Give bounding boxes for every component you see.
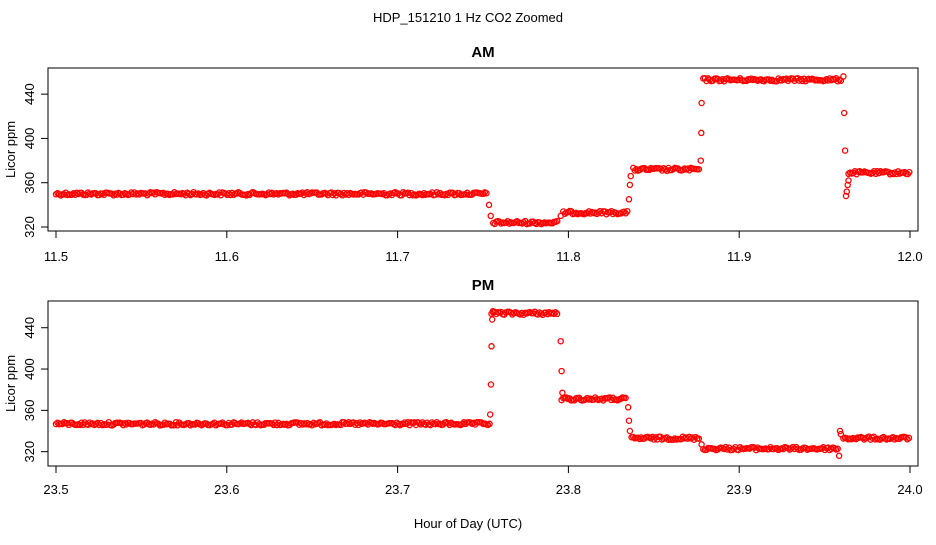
data-point	[441, 191, 449, 199]
x-tick-label: 23.8	[556, 482, 581, 497]
x-tick-label: 12.0	[897, 249, 922, 264]
data-point	[552, 309, 559, 316]
data-point	[625, 196, 633, 203]
x-tick-label: 23.5	[43, 482, 68, 497]
data-point	[840, 109, 848, 117]
x-tick-label: 11.6	[215, 249, 239, 264]
data-point	[625, 417, 633, 424]
data-point	[627, 172, 634, 180]
data-point	[843, 188, 851, 195]
data-point	[698, 441, 705, 448]
data-point	[834, 445, 841, 453]
data-points	[52, 73, 913, 228]
data-point	[401, 419, 409, 426]
data-point	[487, 212, 494, 220]
data-point	[483, 189, 490, 197]
data-point	[557, 212, 564, 220]
x-tick-label: 11.9	[727, 249, 751, 264]
data-point	[110, 192, 117, 199]
data-point	[624, 207, 631, 215]
x-tick-label: 11.5	[44, 249, 68, 264]
data-point	[553, 217, 561, 225]
data-point	[906, 168, 913, 176]
plot-frame	[47, 300, 919, 467]
data-point	[890, 170, 897, 178]
data-point	[488, 343, 495, 350]
x-tick-label: 24.0	[897, 482, 922, 497]
data-point	[622, 394, 629, 402]
data-point	[557, 337, 564, 345]
data-point	[904, 436, 911, 443]
data-point	[835, 452, 843, 460]
data-point	[842, 192, 850, 200]
data-point	[620, 208, 628, 215]
data-point	[695, 165, 703, 173]
data-point	[486, 411, 494, 418]
y-tick-label: 320	[22, 441, 37, 463]
panel-title: AM	[471, 44, 494, 61]
x-tick-label: 11.8	[556, 249, 580, 264]
data-point	[487, 381, 495, 388]
y-tick-label: 440	[22, 83, 37, 105]
y-tick-label: 400	[22, 358, 37, 380]
y-tick-label: 400	[22, 128, 37, 150]
data-point	[841, 147, 849, 154]
data-point	[697, 157, 705, 164]
data-point	[837, 430, 845, 438]
data-point	[698, 99, 705, 107]
y-axis-label: Licor ppm	[3, 355, 18, 412]
data-point	[836, 427, 844, 435]
x-tick-label: 23.9	[727, 482, 752, 497]
data-point	[563, 394, 570, 401]
data-point	[692, 433, 699, 441]
data-point	[845, 177, 852, 184]
data-point	[230, 191, 237, 199]
data-point	[626, 181, 634, 189]
panel-am: AM Licor ppm 11.5 11.6 11.7 11.8 11.9 12.0 320 36…	[3, 44, 923, 264]
data-point	[86, 419, 93, 426]
data-point	[840, 73, 847, 80]
x-tick-label: 23.6	[214, 482, 239, 497]
y-tick-label: 440	[22, 317, 37, 339]
x-axis-label: Hour of Day (UTC)	[414, 516, 522, 531]
y-tick-label: 320	[22, 216, 37, 238]
y-tick-label: 360	[22, 400, 37, 422]
data-point	[485, 201, 493, 209]
data-point	[698, 129, 705, 137]
data-point	[550, 310, 558, 318]
data-point	[695, 435, 703, 442]
data-point	[486, 420, 493, 428]
data-point	[831, 444, 838, 452]
data-point	[479, 190, 487, 198]
panel-title: PM	[472, 277, 495, 294]
data-point	[396, 421, 404, 429]
y-tick-label: 360	[22, 172, 37, 194]
data-point	[553, 310, 561, 318]
data-point	[844, 181, 851, 189]
x-tick-label: 11.7	[385, 249, 409, 264]
data-points	[52, 307, 913, 460]
data-point	[626, 427, 634, 435]
data-point	[624, 404, 632, 411]
y-axis-label: Licor ppm	[3, 121, 18, 178]
data-point	[685, 433, 693, 441]
data-point	[834, 77, 841, 85]
x-tick-label: 23.7	[385, 482, 410, 497]
data-point	[489, 307, 497, 315]
panel-pm: PM Licor ppm 23.5 23.6 23.7 23.8 23.9 24.0 320 36…	[3, 277, 923, 497]
data-point	[558, 367, 565, 375]
data-point	[559, 389, 566, 397]
data-point	[488, 316, 496, 323]
plot-frame	[47, 67, 919, 232]
data-point	[905, 434, 913, 442]
figure-title: HDP_151210 1 Hz CO2 Zoomed	[373, 10, 563, 25]
